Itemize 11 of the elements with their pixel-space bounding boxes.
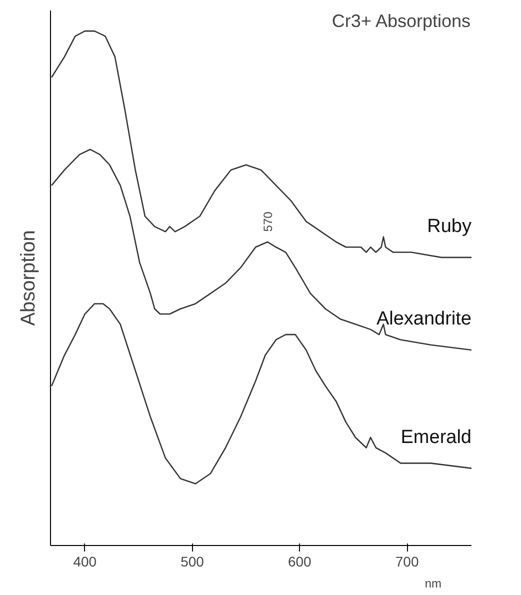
series-label: Alexandrite (376, 308, 472, 330)
x-tick-label: 500 (180, 554, 204, 570)
x-tick-label: 400 (73, 554, 97, 570)
x-tick-label: 600 (288, 554, 312, 570)
chart-title: Cr3+ Absorptions (332, 11, 471, 32)
x-tick-label: 700 (395, 554, 419, 570)
series-label: Emerald (400, 426, 472, 448)
series-label: Ruby (427, 216, 472, 237)
x-axis-title: nm (424, 576, 442, 590)
annotation: 570 (260, 211, 275, 232)
y-axis-title: Absorption (18, 230, 40, 326)
